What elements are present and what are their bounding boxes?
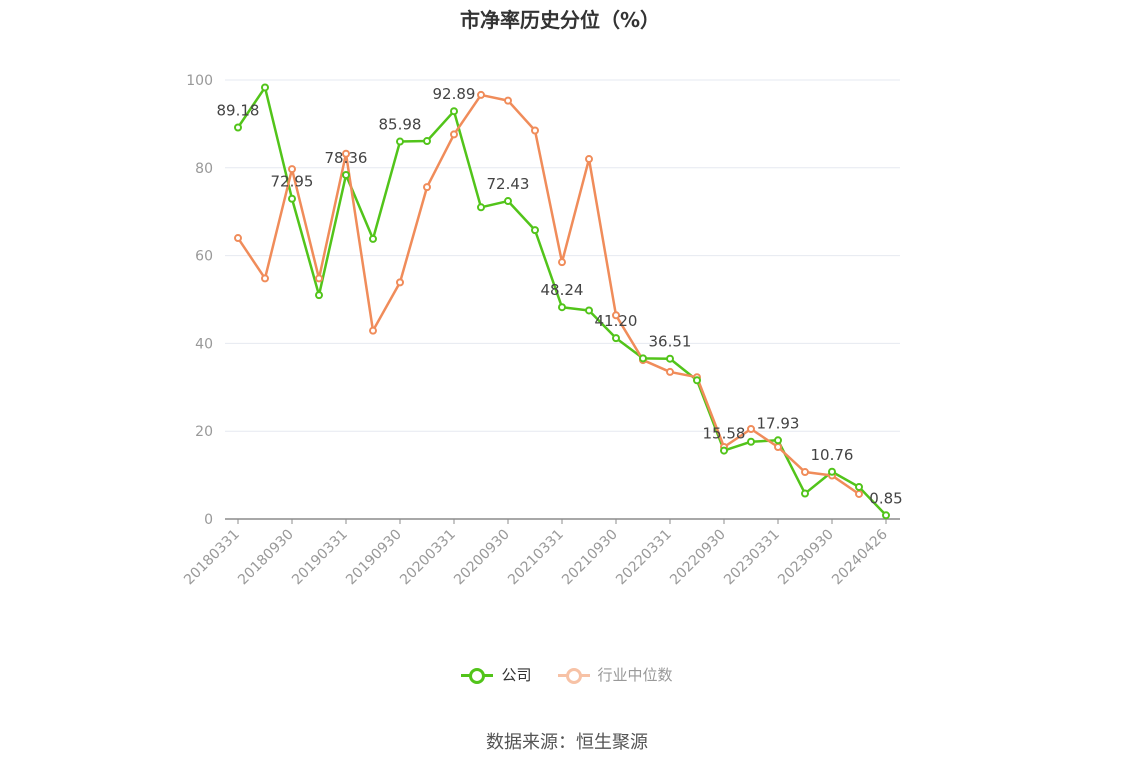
x-tick-label: 20220331: [613, 527, 675, 589]
data-point-company: [234, 123, 242, 132]
legend-label-company: 公司: [501, 666, 532, 684]
x-tick-label: 20200930: [451, 527, 513, 589]
data-point-industry: [369, 326, 377, 335]
data-label: 10.76: [811, 446, 854, 464]
data-point-industry: [450, 130, 458, 139]
data-label: 92.89: [433, 85, 476, 103]
data-point-company: [342, 170, 350, 179]
x-tick-label: 20190331: [289, 527, 351, 589]
legend-marker-industry: [557, 667, 590, 684]
data-point-company: [288, 194, 296, 203]
data-point-industry: [612, 311, 620, 320]
data-point-company: [666, 354, 674, 363]
data-label: 85.98: [379, 116, 422, 134]
data-point-company: [639, 354, 647, 363]
data-point-company: [855, 482, 863, 491]
data-point-industry: [288, 165, 296, 174]
data-label: 72.43: [487, 175, 530, 193]
data-point-company: [585, 306, 593, 315]
series-lines: [234, 83, 890, 520]
data-point-company: [369, 234, 377, 243]
data-label: 78.36: [325, 149, 368, 167]
data-point-industry: [423, 183, 431, 192]
y-tick-label: 100: [186, 73, 213, 89]
data-point-company: [558, 303, 566, 312]
data-point-industry: [396, 278, 404, 287]
data-point-company: [450, 107, 458, 116]
x-tick-label: 20220930: [667, 527, 729, 589]
data-point-company: [720, 446, 728, 455]
data-point-industry: [531, 126, 539, 135]
data-label: 0.85: [869, 489, 902, 507]
data-point-industry: [342, 149, 350, 158]
legend-marker-company: [461, 667, 494, 684]
x-tick-label: 20180930: [235, 527, 297, 589]
y-tick-label: 40: [195, 336, 213, 352]
data-source-note: 数据来源：恒生聚源: [486, 732, 648, 753]
data-point-industry: [234, 234, 242, 243]
data-point-company: [693, 376, 701, 385]
series-line-industry: [236, 93, 860, 496]
data-point-industry: [315, 274, 323, 283]
data-point-industry: [774, 443, 782, 452]
data-point-company: [828, 467, 836, 476]
data-point-industry: [801, 468, 809, 477]
data-point-company: [774, 436, 782, 445]
data-point-industry: [855, 489, 863, 498]
data-label: 48.24: [541, 281, 584, 299]
data-point-industry: [666, 367, 674, 376]
data-point-company: [423, 137, 431, 146]
x-tick-label: 20200331: [397, 527, 459, 589]
data-point-company: [531, 226, 539, 235]
data-labels: 89.18 72.95 78.36 85.98 92.89 72.43 48.24 41.20…: [217, 85, 903, 507]
data-point-company: [396, 137, 404, 146]
y-tick-label: 80: [195, 161, 213, 177]
data-label: 72.95: [271, 173, 314, 191]
legend-item-industry[interactable]: 行业中位数: [557, 664, 673, 685]
legend-label-industry: 行业中位数: [597, 666, 673, 684]
data-label: 36.51: [649, 333, 692, 351]
data-label: 41.20: [595, 312, 638, 330]
x-tick-label: 20230331: [721, 527, 783, 589]
x-tick-label: 20190930: [343, 527, 405, 589]
data-point-company: [882, 511, 890, 520]
legend: 公司 行业中位数: [0, 664, 1134, 685]
data-point-company: [261, 83, 269, 92]
x-tick-label: 20180331: [181, 527, 243, 589]
data-point-company: [477, 203, 485, 212]
y-tick-label: 60: [195, 249, 213, 265]
x-tick-label: 20210331: [505, 527, 567, 589]
data-point-industry: [558, 258, 566, 267]
axes: 0 20 40 60 80 100 2018033120180930201903312019…: [181, 73, 900, 588]
data-label: 17.93: [757, 414, 800, 432]
x-tick-label: 20210930: [559, 527, 621, 589]
y-tick-label: 0: [204, 512, 213, 528]
data-point-industry: [585, 155, 593, 164]
data-point-company: [315, 291, 323, 300]
data-point-industry: [477, 90, 485, 99]
data-point-industry: [504, 96, 512, 105]
data-point-company: [504, 197, 512, 206]
x-tick-label: 20240426: [829, 526, 891, 588]
data-label: 89.18: [217, 101, 260, 119]
y-tick-label: 20: [195, 424, 213, 440]
data-point-company: [801, 489, 809, 498]
data-point-company: [747, 437, 755, 446]
legend-item-company[interactable]: 公司: [461, 664, 532, 685]
data-label: 15.58: [703, 425, 746, 443]
x-tick-label: 20230930: [775, 527, 837, 589]
data-point-company: [612, 334, 620, 343]
chart-title: 市净率历史分位（%）: [459, 8, 661, 32]
data-point-industry: [261, 274, 269, 283]
data-point-industry: [747, 425, 755, 434]
